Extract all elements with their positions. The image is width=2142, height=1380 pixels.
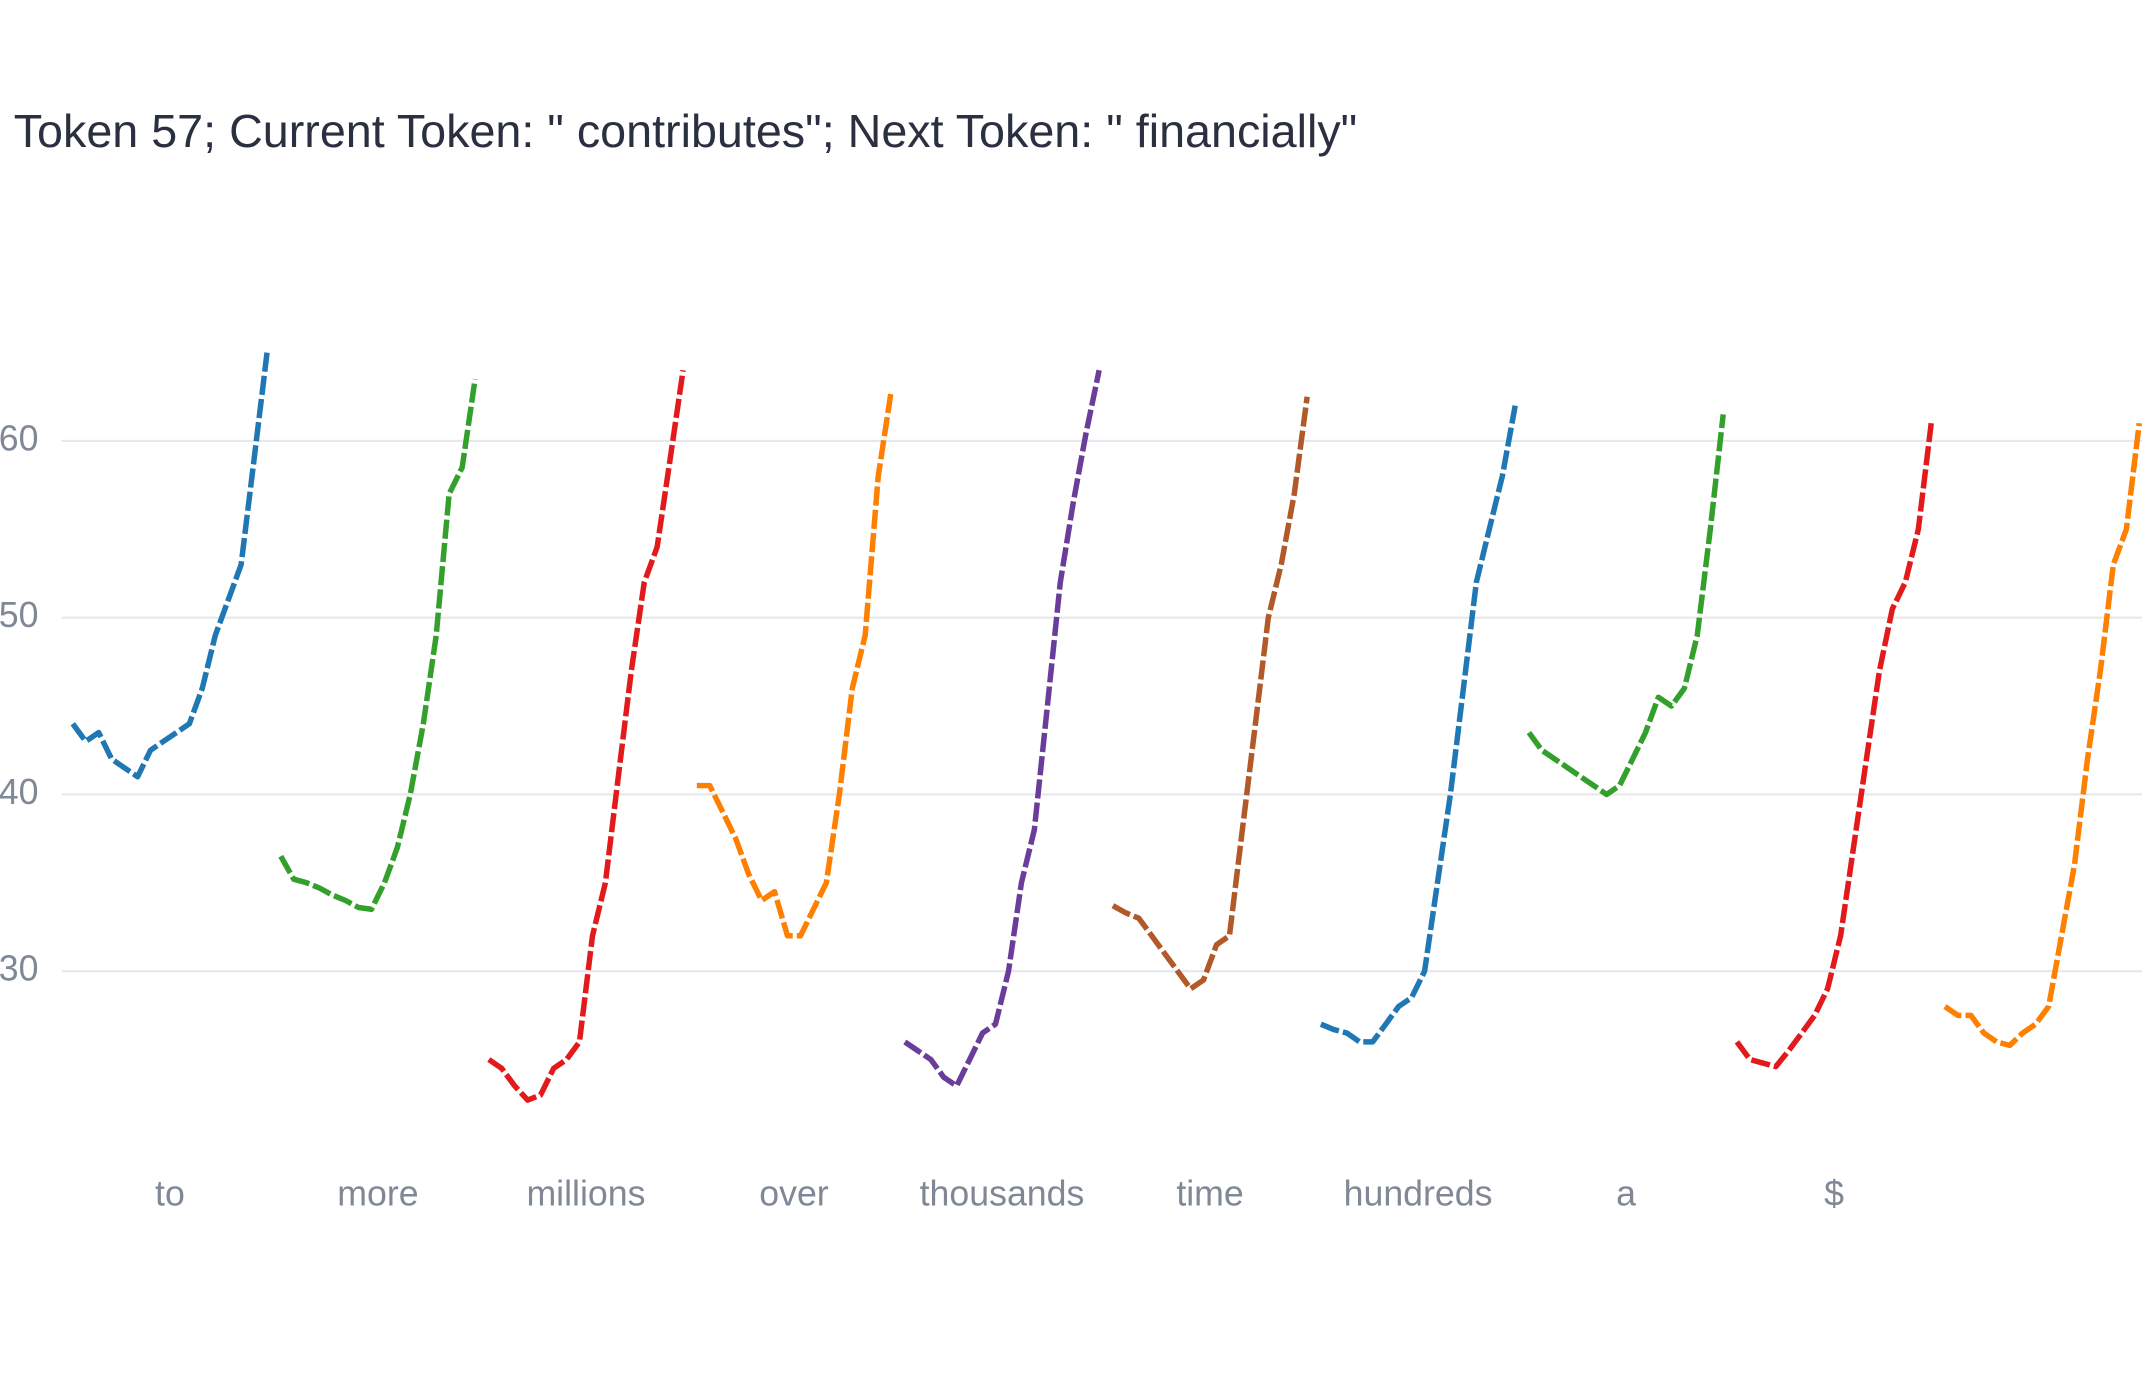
line	[1943, 422, 2142, 1049]
line	[1734, 422, 1934, 1070]
x-tick-label: millions	[526, 1173, 645, 1213]
y-tick-label: 60	[0, 418, 38, 458]
x-tick-label: a	[1616, 1173, 1636, 1213]
x-tick-label: thousands	[920, 1173, 1085, 1213]
y-tick-label: 50	[0, 595, 38, 635]
x-tick-label: hundreds	[1344, 1173, 1493, 1213]
line	[278, 378, 478, 913]
line	[1526, 414, 1726, 798]
x-tick-label: time	[1176, 1173, 1243, 1213]
chart-title: Token 57; Current Token: " contributes";…	[14, 105, 1358, 157]
x-tick-label: $	[1824, 1173, 1844, 1213]
x-tick-label: to	[155, 1173, 185, 1213]
line	[1111, 396, 1310, 992]
x-tick-label: more	[337, 1173, 418, 1213]
line	[696, 391, 894, 939]
x-tick-label: over	[759, 1173, 829, 1213]
line	[70, 352, 270, 780]
line	[487, 369, 686, 1103]
line	[1319, 405, 1518, 1045]
line	[903, 369, 1102, 1089]
y-tick-label: 40	[0, 772, 38, 812]
y-tick-label: 30	[0, 949, 38, 989]
